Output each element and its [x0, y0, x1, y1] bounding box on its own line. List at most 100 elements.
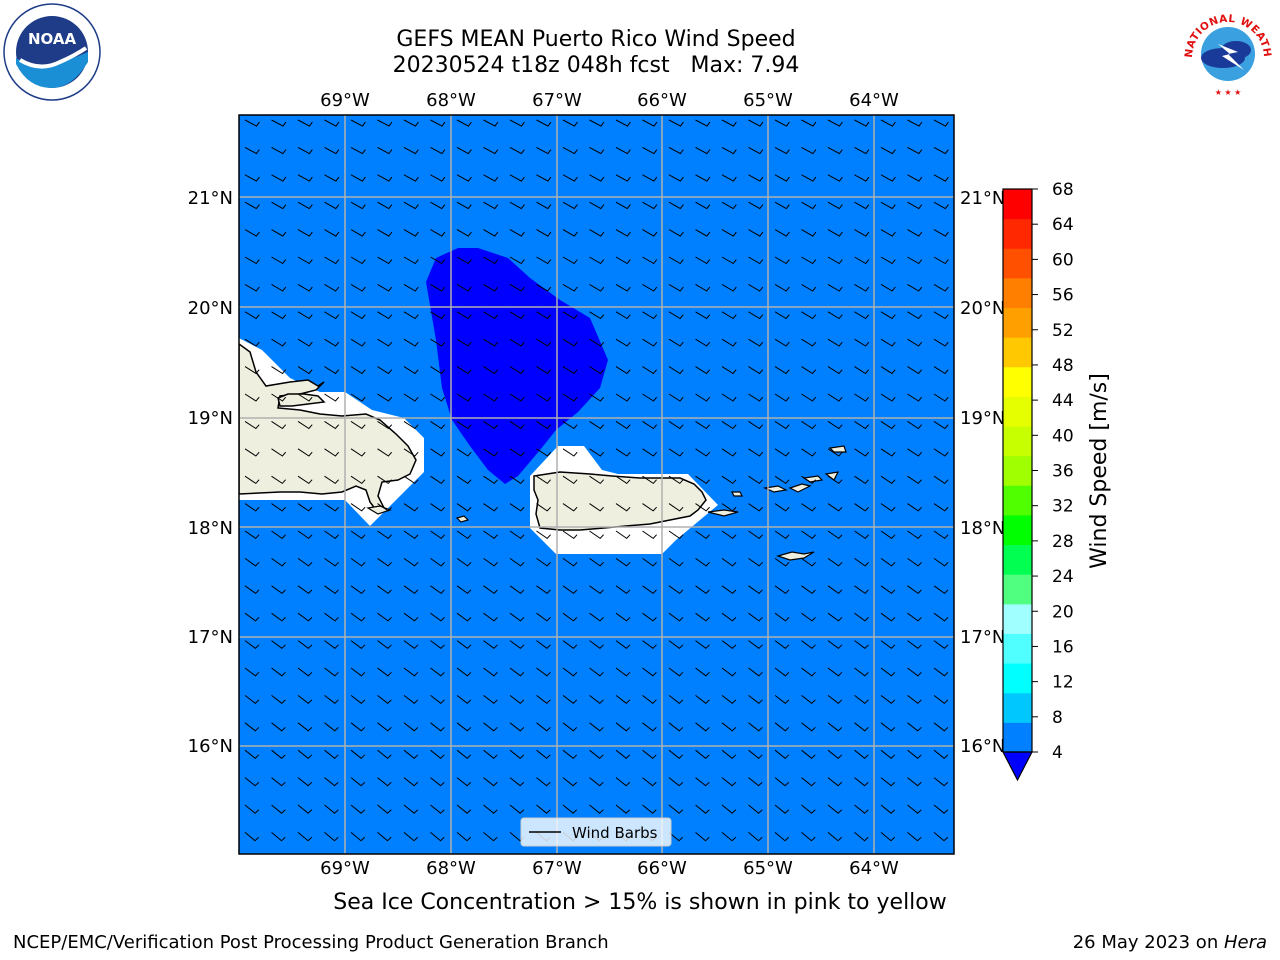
wind-barb [483, 229, 499, 237]
wind-barb [695, 612, 710, 622]
wind-barb [774, 229, 790, 237]
wind-barb [880, 557, 896, 567]
wind-barb [377, 804, 392, 814]
puerto-rico-land [533, 471, 707, 531]
wind-barb [668, 283, 684, 292]
wind-barb [854, 393, 870, 402]
wind-barb [880, 448, 896, 457]
wind-barb [536, 667, 551, 677]
wind-barb [403, 256, 419, 265]
wind-barb [509, 475, 525, 485]
wind-barb [827, 119, 843, 127]
vieques-island [707, 509, 739, 517]
wind-barb [297, 832, 313, 842]
wind-barb [271, 311, 287, 320]
culebra-island [731, 491, 743, 497]
wind-barb [483, 557, 498, 567]
wind-barb [907, 640, 922, 649]
wind-barb [668, 146, 684, 155]
wind-barb [297, 256, 313, 265]
wind-barb [324, 229, 340, 237]
wind-barb [774, 832, 790, 842]
wind-barb [244, 612, 260, 622]
wind-barb [880, 612, 896, 622]
lat-label-left: 21°N [188, 188, 233, 209]
wind-barb [324, 311, 340, 320]
wind-barb [377, 503, 392, 512]
wind-barb [854, 585, 869, 595]
colorbar-segment [1003, 396, 1032, 427]
map-title: GEFS MEAN Puerto Rico Wind Speed [396, 27, 796, 52]
wind-barb [642, 530, 657, 540]
wind-barb [324, 420, 340, 430]
wind-barb [721, 311, 737, 320]
wind-barb [721, 338, 737, 347]
wind-barb [324, 201, 340, 210]
wind-barb [615, 256, 631, 265]
wind-barb [403, 283, 419, 292]
wind-barb [668, 530, 684, 540]
wind-barb [933, 695, 949, 704]
wind-barb [509, 338, 525, 347]
wind-barb [536, 448, 552, 457]
wind-barb [695, 585, 710, 595]
wind-barb [774, 749, 790, 759]
wind-barb [403, 695, 419, 704]
wind-barb [377, 640, 392, 649]
wind-barb [536, 338, 552, 347]
wind-barb [695, 475, 710, 485]
wind-barb [827, 420, 843, 430]
wind-barb [509, 695, 525, 704]
wind-barb [589, 366, 605, 375]
wind-barb [907, 448, 923, 457]
wind-barb [430, 749, 445, 759]
colorbar-tick-label: 12 [1052, 673, 1074, 693]
wind-barb [377, 229, 393, 237]
wind-barb [271, 119, 287, 127]
wind-barb [589, 475, 604, 485]
wind-barb [721, 201, 737, 210]
wind-barb [695, 448, 711, 457]
wind-barb [483, 393, 499, 402]
wind-barb [827, 557, 843, 567]
wind-barb [854, 722, 869, 732]
wind-barb [536, 749, 551, 759]
lat-label-right: 18°N [960, 518, 1005, 539]
wind-barb [403, 201, 419, 210]
wind-barb [562, 722, 578, 732]
wind-barb [642, 393, 658, 402]
wind-barb [668, 557, 684, 567]
wind-barb [642, 229, 658, 237]
wind-barb [350, 119, 366, 127]
wind-barb [350, 475, 366, 485]
wind-barb [854, 420, 870, 430]
wind-barb [483, 311, 499, 320]
wind-barb [324, 695, 339, 704]
lon-label-bottom: 65°W [743, 858, 793, 879]
wind-barb [801, 777, 816, 787]
wind-barb [801, 338, 817, 347]
wind-barb [668, 749, 684, 759]
wind-barb [933, 585, 949, 595]
wind-barb [907, 338, 923, 347]
wind-barb [933, 722, 949, 732]
wind-barb [589, 393, 605, 402]
wind-barb [456, 557, 472, 567]
lat-label-left: 19°N [188, 408, 233, 429]
colorbar-tick-label: 60 [1052, 250, 1074, 270]
wind-barb [536, 475, 551, 485]
wind-barb [748, 283, 764, 292]
wind-barb [456, 393, 472, 402]
wind-barb [509, 667, 525, 677]
wind-barb [350, 585, 366, 595]
wind-barb [774, 311, 790, 320]
wind-barb [562, 201, 578, 210]
colorbar-tick-label: 64 [1052, 215, 1074, 235]
wind-barb [271, 749, 286, 759]
wind-barb [271, 530, 286, 540]
wind-barb [748, 201, 764, 210]
wind-barb [748, 804, 763, 814]
wind-barb [933, 804, 949, 814]
wind-barb [695, 174, 711, 182]
wind-barb [350, 557, 366, 567]
